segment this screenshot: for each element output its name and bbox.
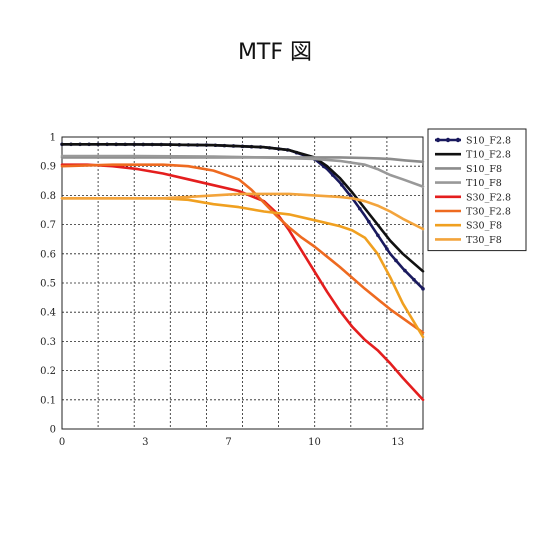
series-layer (60, 142, 425, 402)
legend-marker-s10-f2-8 (455, 137, 461, 143)
axis-layer: 00.10.20.30.40.50.60.70.80.910 3 7 10 13 (40, 133, 424, 448)
series-point-s10-f2-8 (376, 233, 380, 238)
y-tick-label: 0.4 (40, 308, 56, 319)
legend-label-s30-f8: S30_F8 (466, 221, 502, 232)
series-line-t10-f2-8 (60, 143, 425, 273)
y-tick-label: 1 (50, 133, 56, 144)
series-point-s10-f2-8 (421, 287, 425, 291)
x-tick-label: 10 (308, 437, 321, 448)
legend-marker-s10-f2-8 (435, 137, 441, 143)
y-tick-label: 0.2 (40, 366, 56, 377)
legend-label-s10-f8: S10_F8 (466, 164, 502, 175)
y-tick-label: 0.3 (40, 337, 56, 348)
y-tick-label: 0.6 (40, 249, 56, 260)
legend-label-t10-f8: T10_F8 (466, 178, 502, 189)
series-line-t30-f2-8 (60, 163, 425, 334)
series-line-s30-f8 (60, 197, 425, 339)
legend-marker-s10-f2-8 (445, 137, 451, 143)
series-point-s10-f2-8 (330, 173, 335, 177)
legend-label-t30-f2-8: T30_F2.8 (466, 207, 511, 218)
legend: S10_F2.8 T10_F2.8 S10_F8 T10_F8 S30_F2.8 T30_… (427, 128, 527, 252)
legend-label-t30-f8: T30_F8 (466, 235, 502, 246)
y-tick-label: 0 (50, 425, 56, 436)
y-tick-label: 0.5 (40, 279, 56, 290)
y-tick-label: 0.8 (40, 191, 56, 202)
y-tick-label: 0.9 (40, 162, 56, 173)
legend-box (427, 128, 527, 252)
x-tick-label: 3 (142, 437, 148, 448)
series-point-s10-f2-8 (385, 247, 389, 251)
x-tick-label: 7 (225, 437, 231, 448)
series-line-t10-f8 (60, 154, 425, 188)
series-point-s10-f2-8 (403, 268, 407, 273)
plot-frame (61, 136, 424, 430)
legend-label-s30-f2-8: S30_F2.8 (466, 192, 511, 203)
chart-title: MTF 図 (237, 40, 313, 65)
x-tick-label: 0 (59, 437, 65, 448)
legend-label-s10-f2-8: S10_F2.8 (466, 136, 511, 147)
series-line-s30-f2-8 (60, 163, 425, 402)
series-point-s10-f2-8 (367, 219, 371, 224)
series-point-s10-f2-8 (358, 206, 362, 211)
x-tick-label: 13 (391, 437, 404, 448)
legend-label-t10-f2-8: T10_F2.8 (466, 150, 511, 161)
series-point-s10-f2-8 (394, 258, 398, 263)
series-line-t30-f8 (60, 192, 425, 231)
y-tick-label: 0.7 (40, 220, 56, 231)
y-tick-label: 0.1 (40, 395, 56, 406)
series-point-s10-f2-8 (412, 277, 416, 282)
series-point-s10-f2-8 (339, 183, 344, 187)
